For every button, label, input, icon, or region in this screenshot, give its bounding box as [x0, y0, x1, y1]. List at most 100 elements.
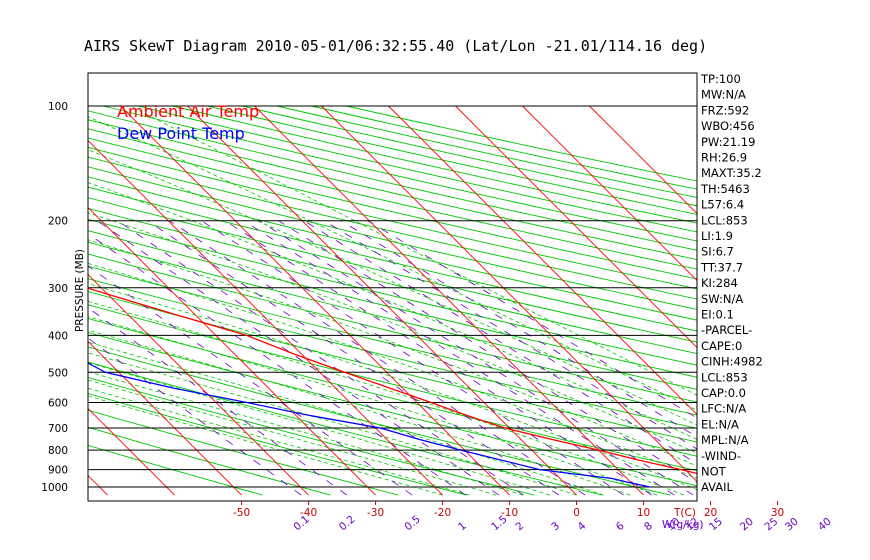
legend-temperature: Ambient Air Temp [117, 102, 259, 121]
dry-adiabat-line [88, 392, 467, 496]
index-item: FRZ:592 [701, 103, 749, 117]
index-item: MW:N/A [701, 88, 746, 102]
bottom-temp-tick-label: -10 [501, 507, 518, 519]
dry-adiabat-line [88, 304, 697, 457]
moist-adiabat-line [88, 212, 697, 454]
mixing-ratio-line [323, 220, 697, 450]
index-item: EL:N/A [701, 417, 739, 431]
dry-adiabat-line [88, 146, 697, 290]
dry-adiabat-line [138, 105, 697, 233]
mixing-ratio-tick-label: 3 [549, 520, 562, 533]
isotherm-line [88, 139, 443, 496]
index-item: -WIND- [701, 449, 741, 463]
mixing-ratio-tick-label: 6 [614, 520, 627, 534]
index-item: LI:1.9 [701, 229, 733, 243]
mixing-ratio-tick-label: 30 [783, 516, 801, 534]
pressure-tick-label: 100 [48, 101, 68, 113]
isotherm-line [388, 105, 697, 416]
pressure-tick-label: 400 [48, 330, 68, 342]
mixing-ratio-line [278, 220, 697, 484]
moist-adiabat-line [88, 149, 697, 426]
legend-dewpoint: Dew Point Temp [117, 124, 245, 143]
pressure-axis: 100 200 300 400 500 600 700 800 900 1000 [41, 101, 68, 494]
index-item: MAXT:35.2 [701, 166, 762, 180]
index-item: TH:5463 [700, 182, 750, 196]
index-item: LCL:853 [701, 370, 748, 384]
dry-adiabat-line [88, 278, 697, 429]
dry-adiabat-line [88, 444, 263, 496]
moist-adiabat-line [88, 362, 550, 496]
bottom-temp-tick-label: 0 [573, 507, 580, 519]
isotherm-line [88, 407, 175, 496]
dry-adiabat-line [88, 156, 697, 300]
mixing-ratio-tick-label: 20 [738, 516, 756, 534]
profile-curves [88, 287, 697, 488]
dry-adiabat-line [172, 105, 697, 224]
index-item: AVAIL [701, 480, 734, 494]
dry-adiabat-line [88, 166, 697, 310]
dry-adiabat-line [103, 105, 697, 242]
bottom-temp-tick-label: -50 [233, 507, 250, 519]
mixing-ratio-label: W(g/kg) [662, 519, 704, 531]
pressure-tick-label: 600 [48, 397, 68, 409]
index-item: SW:N/A [701, 292, 743, 306]
index-item: PW:21.19 [701, 135, 755, 149]
bottom-temperature-axis: -50 -40 -30 -20 -10 0 10 20 30 [233, 501, 784, 519]
index-item: LCL:853 [701, 213, 748, 227]
bottom-temp-tick-label: -30 [367, 507, 384, 519]
pressure-tick-label: 1000 [41, 482, 68, 494]
dry-adiabat-line [88, 176, 697, 321]
index-item: KI:284 [701, 276, 738, 290]
mixing-ratio-line [258, 220, 694, 496]
isotherm-line [88, 273, 309, 496]
dry-adiabat-line [88, 218, 697, 366]
temperature-curve [88, 287, 697, 475]
index-item: CAPE:0 [701, 339, 742, 353]
isotherm-line [455, 105, 697, 349]
background-lines [0, 105, 697, 496]
index-item: -PARCEL- [701, 323, 752, 337]
dry-adiabat-line [88, 186, 697, 332]
mixing-ratio-line [88, 233, 466, 496]
index-item: TT:37.7 [700, 260, 743, 274]
dry-adiabat-line [88, 128, 697, 270]
index-item: WBO:456 [701, 119, 755, 133]
pressure-tick-label: 700 [48, 423, 68, 435]
mixing-ratio-tick-label: 0.5 [402, 513, 423, 533]
pressure-tick-label: 300 [48, 283, 68, 295]
pressure-tick-label: 500 [48, 367, 68, 379]
index-item: SI:6.7 [701, 245, 734, 259]
mixing-ratio-line [88, 337, 302, 496]
isotherm-line [321, 105, 697, 483]
mixing-ratio-tick-label: 40 [816, 516, 834, 534]
dry-adiabat-line [88, 291, 697, 443]
y-axis-label: PRESSURE (MB) [74, 249, 86, 332]
dry-adiabat-line [276, 105, 697, 198]
moist-adiabat-line [88, 371, 524, 496]
isotherm-line [589, 105, 697, 215]
dry-adiabat-line [88, 409, 399, 496]
mixing-ratio-line [96, 220, 500, 496]
mixing-ratio-line [303, 220, 697, 465]
index-item: MPL:N/A [701, 433, 749, 447]
index-item: NOT [701, 465, 727, 479]
moist-adiabat-line [88, 116, 697, 411]
dry-adiabat-line [88, 346, 671, 496]
dry-adiabat-line [88, 361, 603, 496]
isotherm-line [88, 474, 108, 496]
mixing-ratio-line [169, 220, 586, 496]
moist-adiabat-line [88, 352, 577, 496]
moist-adiabat-line [88, 283, 697, 491]
dry-adiabat-line [88, 426, 331, 496]
isotherm-line [0, 106, 41, 495]
pressure-tick-label: 900 [48, 465, 68, 477]
dry-adiabat-line [88, 119, 697, 261]
dry-adiabat-line [88, 253, 697, 403]
mixing-ratio-line [243, 220, 675, 496]
isotherm-line [254, 105, 644, 496]
dry-adiabat-line [88, 207, 697, 355]
isobars [88, 105, 697, 488]
dry-adiabat-line [207, 105, 697, 215]
